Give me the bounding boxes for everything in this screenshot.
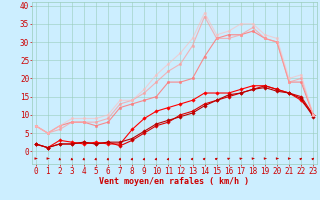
X-axis label: Vent moyen/en rafales ( km/h ): Vent moyen/en rafales ( km/h ) [100,177,249,186]
